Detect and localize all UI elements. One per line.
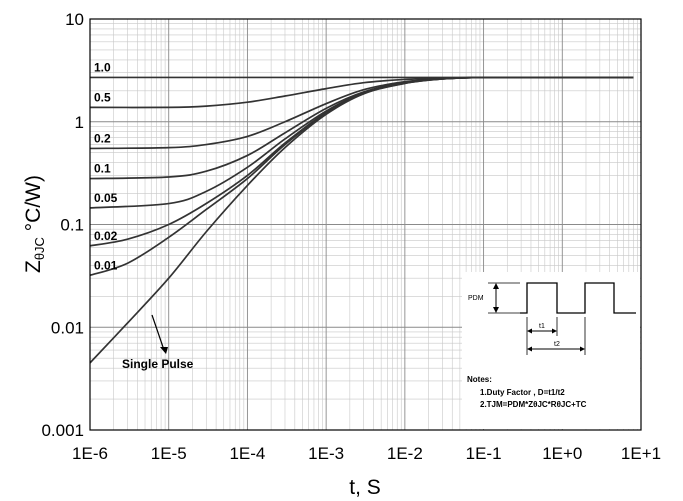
series-group — [89, 76, 634, 364]
x-tick-label: 1E+0 — [542, 444, 582, 463]
y-tick-label: 0.01 — [51, 318, 84, 337]
y-tick-label: 10 — [65, 10, 84, 29]
x-tick-label: 1E-6 — [72, 444, 108, 463]
series-label-0-2: 0.2 — [94, 131, 111, 145]
y-tick-label: 0.001 — [41, 421, 84, 440]
series-labels: 1.0 0.5 0.2 0.1 0.05 0.02 0.01 — [94, 60, 118, 272]
t1-arrow-left — [527, 328, 532, 334]
series-label-0-1: 0.1 — [94, 162, 111, 176]
pulse-waveform — [520, 282, 636, 314]
x-axis-title: t, S — [349, 476, 381, 499]
t2-label: t2 — [554, 341, 560, 348]
notes-title: Notes: — [467, 375, 492, 384]
t2-arrow-left — [527, 346, 532, 352]
y-tick-label: 1 — [75, 113, 84, 132]
y-tick-labels: 0.001 0.01 0.1 1 10 — [41, 10, 84, 440]
y-axis-title-sub: θJC — [32, 237, 47, 260]
series-label-0-5: 0.5 — [94, 90, 111, 104]
series-line-single-pulse — [89, 76, 634, 364]
single-pulse-annotation: Single Pulse — [122, 357, 194, 371]
t2-arrow-right — [580, 346, 585, 352]
series-label-0-01: 0.01 — [94, 258, 118, 272]
single-pulse-arrow-line — [151, 314, 165, 351]
pdm-arrow-bottom — [493, 307, 499, 313]
x-tick-labels: 1E-6 1E-5 1E-4 1E-3 1E-2 1E-1 1E+0 1E+1 — [72, 444, 661, 463]
series-label-0-02: 0.02 — [94, 229, 118, 243]
x-tick-label: 1E-5 — [151, 444, 187, 463]
y-axis-title: ZθJC °C/W) — [22, 175, 47, 273]
x-tick-label: 1E-4 — [229, 444, 265, 463]
pdm-label: PDM — [468, 295, 484, 302]
note-2: 2.TJM=PDM*ZθJC*RθJC+TC — [480, 400, 587, 409]
x-tick-label: 1E-3 — [308, 444, 344, 463]
x-tick-label: 1E+1 — [621, 444, 661, 463]
x-tick-label: 1E-1 — [466, 444, 502, 463]
single-pulse-arrow-head — [160, 347, 168, 354]
series-label-0-05: 0.05 — [94, 191, 118, 205]
y-axis-title-unit: °C/W) — [22, 175, 45, 237]
t1-arrow-right — [552, 328, 557, 334]
note-1: 1.Duty Factor , D=t1/t2 — [480, 388, 565, 397]
inset-diagram: PDM t1 t2 Notes: 1.Duty Factor , D=t1/t2… — [462, 272, 640, 429]
x-tick-label: 1E-2 — [387, 444, 423, 463]
plot-frame — [89, 18, 642, 431]
y-tick-label: 0.1 — [60, 216, 84, 235]
series-label-1-0: 1.0 — [94, 60, 111, 74]
t1-label: t1 — [539, 323, 545, 330]
pdm-arrow-top — [493, 283, 499, 289]
y-axis-title-main: Z — [22, 260, 45, 273]
inset-background — [462, 272, 640, 429]
